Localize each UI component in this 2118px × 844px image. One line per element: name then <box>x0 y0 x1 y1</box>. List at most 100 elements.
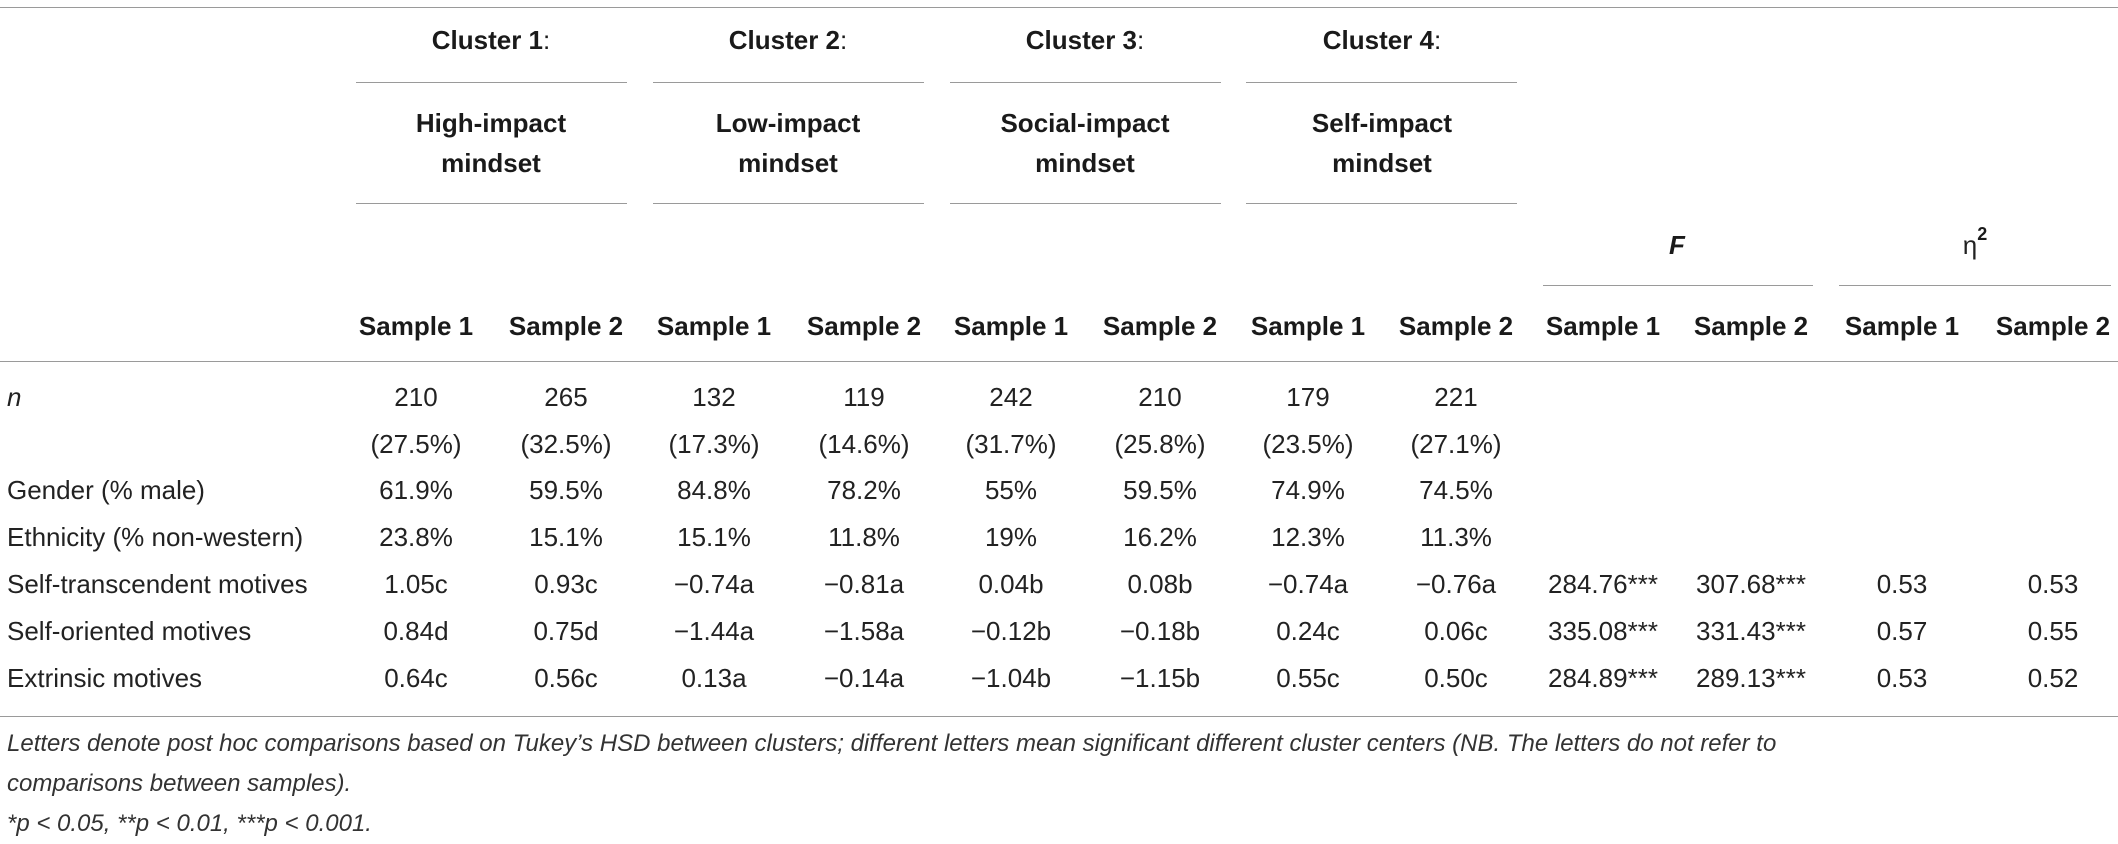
n-count: 265 <box>544 382 588 412</box>
ethnicity-value: 12.3% <box>1271 522 1345 552</box>
cluster-1-rule <box>356 82 627 83</box>
n-count: 242 <box>989 382 1033 412</box>
eta-rule <box>1839 285 2111 286</box>
footnote-line: Letters denote post hoc comparisons base… <box>7 730 1777 757</box>
sample-label: Sample 2 <box>508 311 624 341</box>
extrinsic-f: 284.89*** <box>1548 663 1658 693</box>
sample-label: Sample 2 <box>1398 311 1514 341</box>
extrinsic-value: 0.56c <box>534 663 598 693</box>
extrinsic-value: −0.14a <box>823 663 905 693</box>
significance-note: *p < 0.05, **p < 0.01, ***p < 0.001. <box>7 810 372 837</box>
ethnicity-value: 19% <box>984 522 1038 552</box>
sample-label: Sample 1 <box>656 311 772 341</box>
ethnicity-value: 15.1% <box>529 522 603 552</box>
cluster-4-rule <box>1246 82 1517 83</box>
gender-value: 78.2% <box>827 475 901 505</box>
cluster-3-rule <box>950 82 1221 83</box>
n-percent: (27.1%) <box>1410 429 1502 459</box>
self-oriented-value: −1.44a <box>673 616 755 646</box>
row-label-n: n <box>7 382 22 412</box>
self-transcendent-value: 1.05c <box>384 569 448 599</box>
n-percent: (17.3%) <box>668 429 760 459</box>
gender-value: 61.9% <box>379 475 453 505</box>
self-oriented-eta: 0.55 <box>2027 616 2079 646</box>
header-bottom-rule <box>0 361 2118 362</box>
cluster-4-name: Self-impact mindset <box>1311 108 1453 178</box>
gender-value: 74.5% <box>1419 475 1493 505</box>
sample-label: Sample 1 <box>1545 311 1661 341</box>
sample-label: Sample 2 <box>1693 311 1809 341</box>
extrinsic-value: 0.50c <box>1424 663 1488 693</box>
gender-value: 59.5% <box>529 475 603 505</box>
self-transcendent-value: −0.81a <box>823 569 905 599</box>
gender-value: 84.8% <box>677 475 751 505</box>
self-oriented-value: −0.12b <box>970 616 1052 646</box>
f-rule <box>1543 285 1813 286</box>
top-rule <box>0 7 2118 8</box>
cluster-3-heading: Cluster 3: <box>1025 25 1145 55</box>
row-label-extrinsic: Extrinsic motives <box>7 663 203 693</box>
row-label-self-oriented: Self-oriented motives <box>7 616 252 646</box>
extrinsic-eta: 0.53 <box>1876 663 1928 693</box>
extrinsic-value: 0.13a <box>681 663 747 693</box>
self-oriented-f: 335.08*** <box>1548 616 1658 646</box>
self-transcendent-value: 0.08b <box>1127 569 1193 599</box>
cluster-1-name: High-impact mindset <box>415 108 567 178</box>
extrinsic-value: 0.55c <box>1276 663 1340 693</box>
self-oriented-value: −0.18b <box>1119 616 1201 646</box>
cluster-3-name-rule <box>950 203 1221 204</box>
n-count: 210 <box>1138 382 1182 412</box>
footnote-line: comparisons between samples). <box>7 770 352 797</box>
sample-label: Sample 1 <box>358 311 474 341</box>
n-percent: (31.7%) <box>965 429 1057 459</box>
extrinsic-value: −1.04b <box>970 663 1052 693</box>
n-count: 210 <box>394 382 438 412</box>
n-percent: (23.5%) <box>1262 429 1354 459</box>
n-percent: (14.6%) <box>818 429 910 459</box>
ethnicity-value: 23.8% <box>379 522 453 552</box>
self-oriented-f: 331.43*** <box>1696 616 1806 646</box>
gender-value: 74.9% <box>1271 475 1345 505</box>
n-count: 221 <box>1434 382 1478 412</box>
table-footnote: Letters denote post hoc comparisons base… <box>7 724 2107 844</box>
n-count: 179 <box>1286 382 1330 412</box>
extrinsic-f: 289.13*** <box>1696 663 1806 693</box>
cluster-4-heading: Cluster 4: <box>1322 25 1442 55</box>
ethnicity-value: 16.2% <box>1123 522 1197 552</box>
cluster-2-rule <box>653 82 924 83</box>
sample-label: Sample 1 <box>953 311 1069 341</box>
self-transcendent-f: 284.76*** <box>1548 569 1658 599</box>
sample-label: Sample 2 <box>1995 311 2111 341</box>
self-oriented-value: 0.24c <box>1276 616 1340 646</box>
self-transcendent-eta: 0.53 <box>2027 569 2079 599</box>
cluster-3-name: Social-impact mindset <box>1000 108 1170 178</box>
n-percent: (32.5%) <box>520 429 612 459</box>
ethnicity-value: 11.8% <box>828 522 900 552</box>
extrinsic-value: −1.15b <box>1119 663 1201 693</box>
cluster-1-heading: Cluster 1: <box>431 25 551 55</box>
self-oriented-eta: 0.57 <box>1876 616 1928 646</box>
gender-value: 55% <box>984 475 1038 505</box>
sample-label: Sample 1 <box>1844 311 1960 341</box>
n-count: 119 <box>843 382 885 412</box>
ethnicity-value: 11.3% <box>1420 522 1492 552</box>
extrinsic-value: 0.64c <box>384 663 448 693</box>
sample-label: Sample 2 <box>1102 311 1218 341</box>
self-transcendent-value: 0.04b <box>978 569 1044 599</box>
self-transcendent-f: 307.68*** <box>1696 569 1806 599</box>
n-percent: (25.8%) <box>1114 429 1206 459</box>
row-label-self-transcendent: Self-transcendent motives <box>7 569 308 599</box>
self-oriented-value: 0.84d <box>383 616 449 646</box>
cluster-2-name: Low-impact mindset <box>715 108 861 178</box>
self-transcendent-value: 0.93c <box>534 569 598 599</box>
cluster-2-name-rule <box>653 203 924 204</box>
sample-label: Sample 1 <box>1250 311 1366 341</box>
gender-value: 59.5% <box>1123 475 1197 505</box>
self-oriented-value: 0.75d <box>533 616 599 646</box>
f-statistic-heading: F <box>1669 230 1685 260</box>
cluster-2-heading: Cluster 2: <box>728 25 848 55</box>
extrinsic-eta: 0.52 <box>2027 663 2079 693</box>
sample-label: Sample 2 <box>806 311 922 341</box>
cluster-4-name-rule <box>1246 203 1517 204</box>
